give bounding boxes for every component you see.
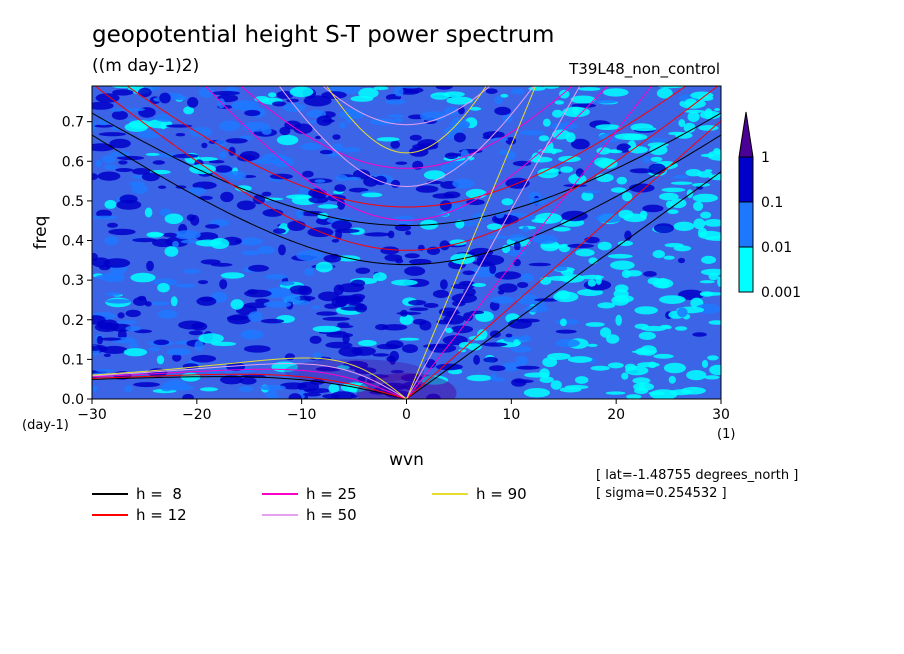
curve-h8-3	[92, 376, 407, 399]
x-tick-label: 10	[502, 407, 520, 423]
chart-units: ((m day-1)2)	[92, 56, 200, 76]
y-tick-label: 0.2	[62, 313, 84, 329]
axes: −30 −20 −10 0 10 20 30 0.0 0.1 0.2 0.3 0.4 0.5 0.6 0.7…	[22, 85, 735, 470]
curve-h50-1	[278, 86, 535, 188]
colorbar-label: 1	[761, 150, 770, 166]
y-axis-unit: (day-1)	[22, 418, 69, 433]
y-axis-label: freq	[31, 216, 51, 250]
curve-h25-3	[92, 368, 407, 399]
curve-h8-1	[92, 134, 721, 266]
colorbar-segment	[738, 246, 754, 293]
x-tick-label: 30	[712, 407, 730, 423]
curve-h25-0	[406, 86, 653, 399]
curve-h12-0	[406, 120, 721, 399]
curve-h50-0	[406, 86, 581, 399]
colorbar-segment	[738, 156, 754, 203]
y-tick-label: 0.4	[62, 234, 84, 250]
y-tick-label: 0.7	[62, 115, 84, 131]
legend: h = 8 h = 12 h = 25 h = 50 h = 90	[92, 485, 527, 524]
x-tick-label: 0	[402, 407, 411, 423]
chart-title: geopotential height S-T power spectrum	[92, 22, 555, 48]
curve-h90-1	[326, 86, 487, 154]
run-name: T39L48_non_control	[569, 60, 720, 78]
x-axis-label: wvn	[389, 450, 424, 470]
colorbar-label: 0.1	[761, 195, 783, 211]
colorbar-label: 0.01	[761, 240, 792, 256]
colorbar-segment	[738, 201, 754, 248]
y-tick-label: 0.3	[62, 273, 84, 289]
x-tick-label: −30	[77, 407, 107, 423]
dispersion-curves	[92, 0, 721, 399]
spectrum-field	[92, 86, 721, 399]
y-tick-label: 0.0	[62, 392, 84, 408]
curve-h12-1	[94, 86, 719, 251]
x-tick-label: 20	[607, 407, 625, 423]
curve-h90-0	[406, 86, 537, 399]
curve-h90-2	[92, 0, 721, 81]
y-tick-label: 0.5	[62, 194, 84, 210]
x-tick-label: −10	[287, 407, 317, 423]
legend-label: h = 50	[306, 506, 357, 524]
y-tick-label: 0.1	[62, 352, 84, 368]
curve-h25-2	[240, 86, 573, 169]
curve-h90-3	[92, 357, 407, 399]
colorbar: 0.001 0.01 0.1 1	[738, 111, 801, 301]
curve-h12-3	[92, 373, 407, 399]
x-axis-unit: (1)	[717, 427, 735, 442]
plot-area	[92, 0, 721, 399]
latitude-info: [ lat=-1.48755 degrees_north ]	[596, 468, 799, 483]
curve-h8-2	[92, 112, 721, 226]
x-tick-label: −20	[182, 407, 212, 423]
curve-h8-0	[406, 171, 721, 399]
y-tick-label: 0.6	[62, 154, 84, 170]
colorbar-label: 0.001	[761, 285, 801, 301]
curve-h50-2	[322, 86, 491, 126]
legend-label: h = 25	[306, 485, 357, 503]
curve-h50-3	[92, 363, 407, 399]
legend-label: h = 12	[136, 506, 187, 524]
sigma-info: [ sigma=0.254532 ]	[596, 486, 727, 501]
legend-label: h = 90	[476, 485, 527, 503]
colorbar-extend-arrow	[738, 111, 754, 158]
curve-h25-1	[204, 86, 609, 221]
legend-label: h = 8	[136, 485, 182, 503]
